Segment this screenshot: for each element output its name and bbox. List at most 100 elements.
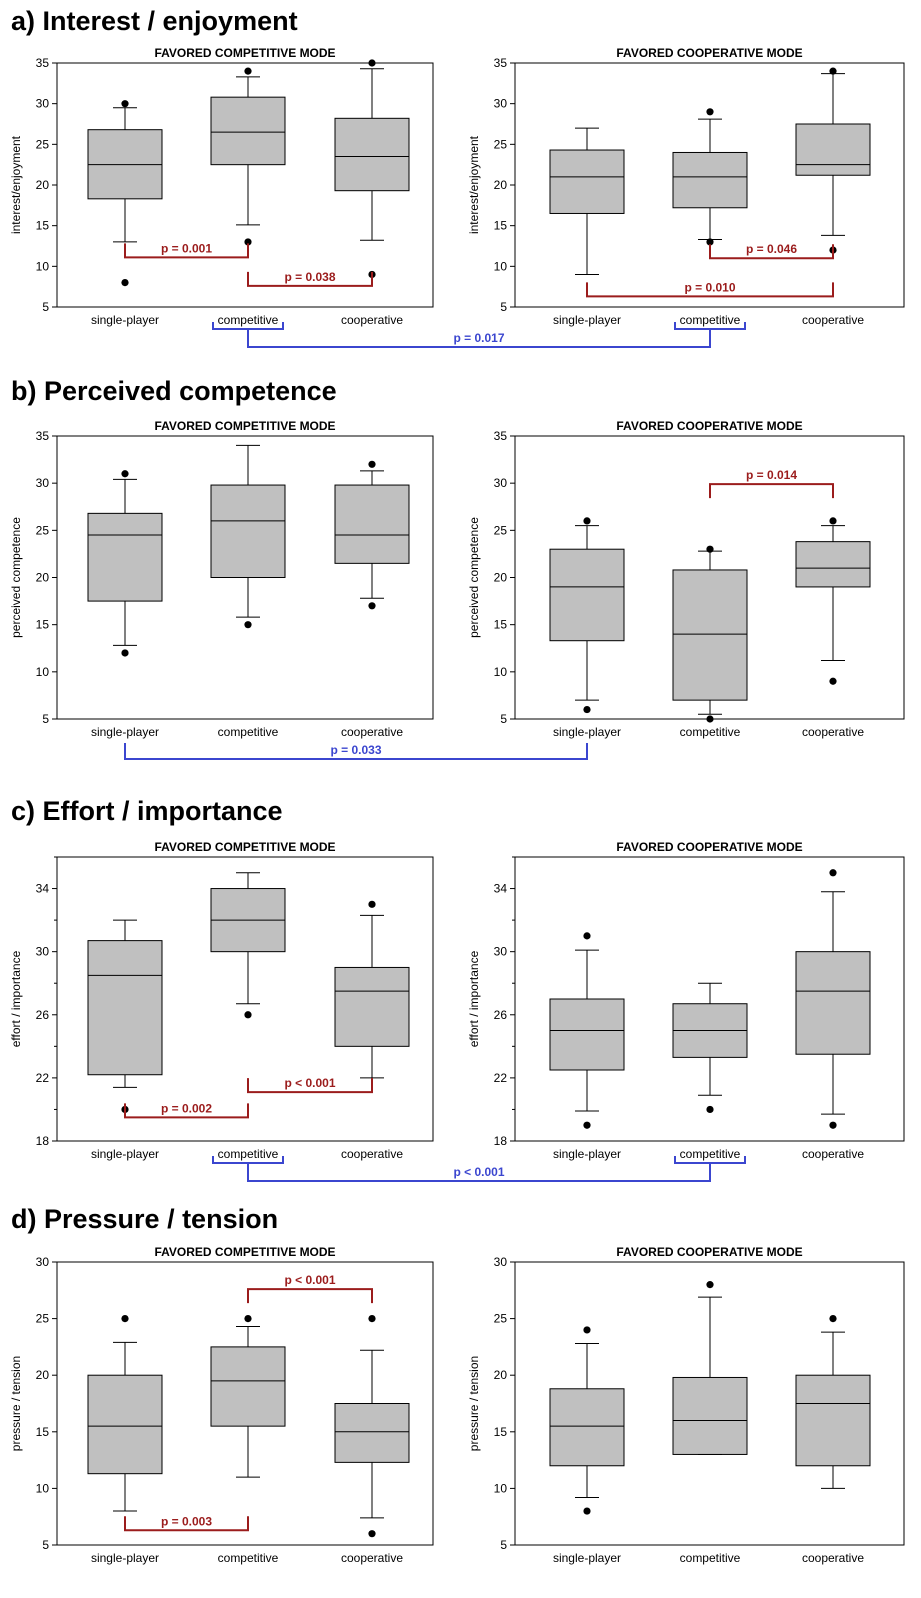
panel-competitive-mode: FAVORED COMPETITIVE MODE 18 22 26 30 34 effort… (9, 840, 434, 1161)
y-axis-label: effort / importance (9, 950, 23, 1047)
box-single-player (87, 919, 163, 1114)
y-tick-label: 15 (36, 1425, 50, 1439)
y-tick-label: 15 (494, 1425, 508, 1439)
box-single-player (549, 932, 625, 1129)
y-tick-label: 20 (36, 571, 50, 585)
y-tick-label: 30 (36, 945, 50, 959)
x-category-label: competitive (218, 1551, 279, 1565)
outlier-point (583, 1326, 591, 1334)
p-value-label: p = 0.014 (746, 468, 797, 482)
section-title: b) Perceived competence (11, 376, 337, 406)
box-iqr (672, 151, 748, 209)
outlier-point (829, 517, 837, 525)
box-single-player (549, 127, 625, 275)
outlier-point (121, 100, 129, 108)
panel-title: FAVORED COMPETITIVE MODE (154, 1245, 335, 1259)
between-bracket: p = 0.033 (124, 743, 588, 760)
y-tick-label: 34 (494, 882, 508, 896)
box-iqr (795, 1374, 871, 1467)
box-iqr (334, 966, 410, 1047)
panel-title: FAVORED COMPETITIVE MODE (154, 419, 335, 433)
y-tick-label: 34 (36, 882, 50, 896)
p-value-label: p = 0.010 (684, 280, 735, 294)
bracket-line (586, 282, 834, 298)
box-cooperative (334, 59, 410, 279)
y-tick-label: 30 (494, 476, 508, 490)
y-axis-label: pressure / tension (467, 1356, 481, 1451)
y-tick-label: 5 (500, 1538, 507, 1552)
x-category-label: competitive (218, 725, 279, 739)
outlier-point (706, 715, 714, 723)
box-competitive (672, 982, 748, 1114)
p-value-label: p < 0.001 (284, 1273, 335, 1287)
outlier-point (244, 238, 252, 246)
p-value-label: p = 0.017 (453, 331, 504, 345)
y-tick-label: 25 (494, 137, 508, 151)
x-category-label: competitive (218, 313, 279, 327)
outlier-point (829, 1121, 837, 1129)
x-category-label: competitive (218, 1147, 279, 1161)
y-tick-label: 18 (494, 1134, 508, 1148)
x-category-label: single-player (553, 725, 621, 739)
box-iqr (549, 548, 625, 642)
box-competitive (210, 872, 286, 1019)
y-tick-label: 10 (36, 665, 50, 679)
outlier-point (368, 602, 376, 610)
within-bracket: p < 0.001 (247, 1076, 373, 1094)
within-bracket: p = 0.010 (586, 280, 834, 298)
y-tick-label: 20 (494, 571, 508, 585)
bracket-line (247, 271, 373, 287)
y-tick-label: 30 (36, 97, 50, 111)
bracket-line (124, 243, 249, 259)
box-iqr (549, 1388, 625, 1467)
box-iqr (210, 96, 286, 166)
y-tick-label: 25 (36, 523, 50, 537)
y-axis-label: effort / importance (467, 950, 481, 1047)
y-tick-label: 10 (494, 259, 508, 273)
y-tick-label: 18 (36, 1134, 50, 1148)
y-tick-label: 5 (42, 300, 49, 314)
section-4: d) Pressure / tension FAVORED COMPETITIVE… (9, 1204, 905, 1565)
y-axis-label: perceived competence (467, 517, 481, 638)
box-cooperative (795, 1315, 871, 1489)
x-category-label: single-player (91, 1551, 159, 1565)
panel-cooperative-mode: FAVORED COOPERATIVE MODE 18 22 26 30 34 effort… (467, 840, 905, 1161)
x-category-label: cooperative (341, 725, 403, 739)
p-value-label: p = 0.003 (161, 1514, 212, 1528)
outlier-point (121, 279, 129, 287)
y-tick-label: 5 (42, 1538, 49, 1552)
box-iqr (87, 1374, 163, 1475)
y-tick-label: 10 (494, 1481, 508, 1495)
y-tick-label: 22 (36, 1071, 50, 1085)
outlier-point (583, 517, 591, 525)
box-cooperative (795, 869, 871, 1129)
outlier-point (583, 932, 591, 940)
outlier-point (829, 1315, 837, 1323)
p-value-label: p < 0.001 (284, 1076, 335, 1090)
box-single-player (87, 100, 163, 287)
plot-frame (56, 1261, 434, 1546)
x-category-label: cooperative (802, 313, 864, 327)
outlier-point (583, 1121, 591, 1129)
box-iqr (795, 541, 871, 588)
box-iqr (795, 951, 871, 1055)
panel-title: FAVORED COOPERATIVE MODE (616, 46, 802, 60)
plot-frame (514, 1261, 905, 1546)
panel-title: FAVORED COMPETITIVE MODE (154, 840, 335, 854)
y-tick-label: 20 (36, 178, 50, 192)
y-tick-label: 26 (36, 1008, 50, 1022)
between-bracket: p < 0.001 (212, 1156, 746, 1182)
x-category-label: cooperative (802, 1551, 864, 1565)
y-tick-label: 30 (494, 97, 508, 111)
y-tick-label: 20 (494, 1368, 508, 1382)
y-tick-label: 20 (494, 178, 508, 192)
bracket-line (247, 329, 711, 348)
section-3: c) Effort / importance FAVORED COMPETITIV… (9, 796, 905, 1182)
section-title: c) Effort / importance (11, 796, 283, 826)
outlier-point (706, 545, 714, 553)
within-bracket: p = 0.003 (124, 1514, 249, 1532)
box-cooperative (334, 900, 410, 1079)
panel-cooperative-mode: FAVORED COOPERATIVE MODE 5 10 15 20 25 30 35 int… (467, 46, 905, 327)
box-competitive (210, 444, 286, 629)
